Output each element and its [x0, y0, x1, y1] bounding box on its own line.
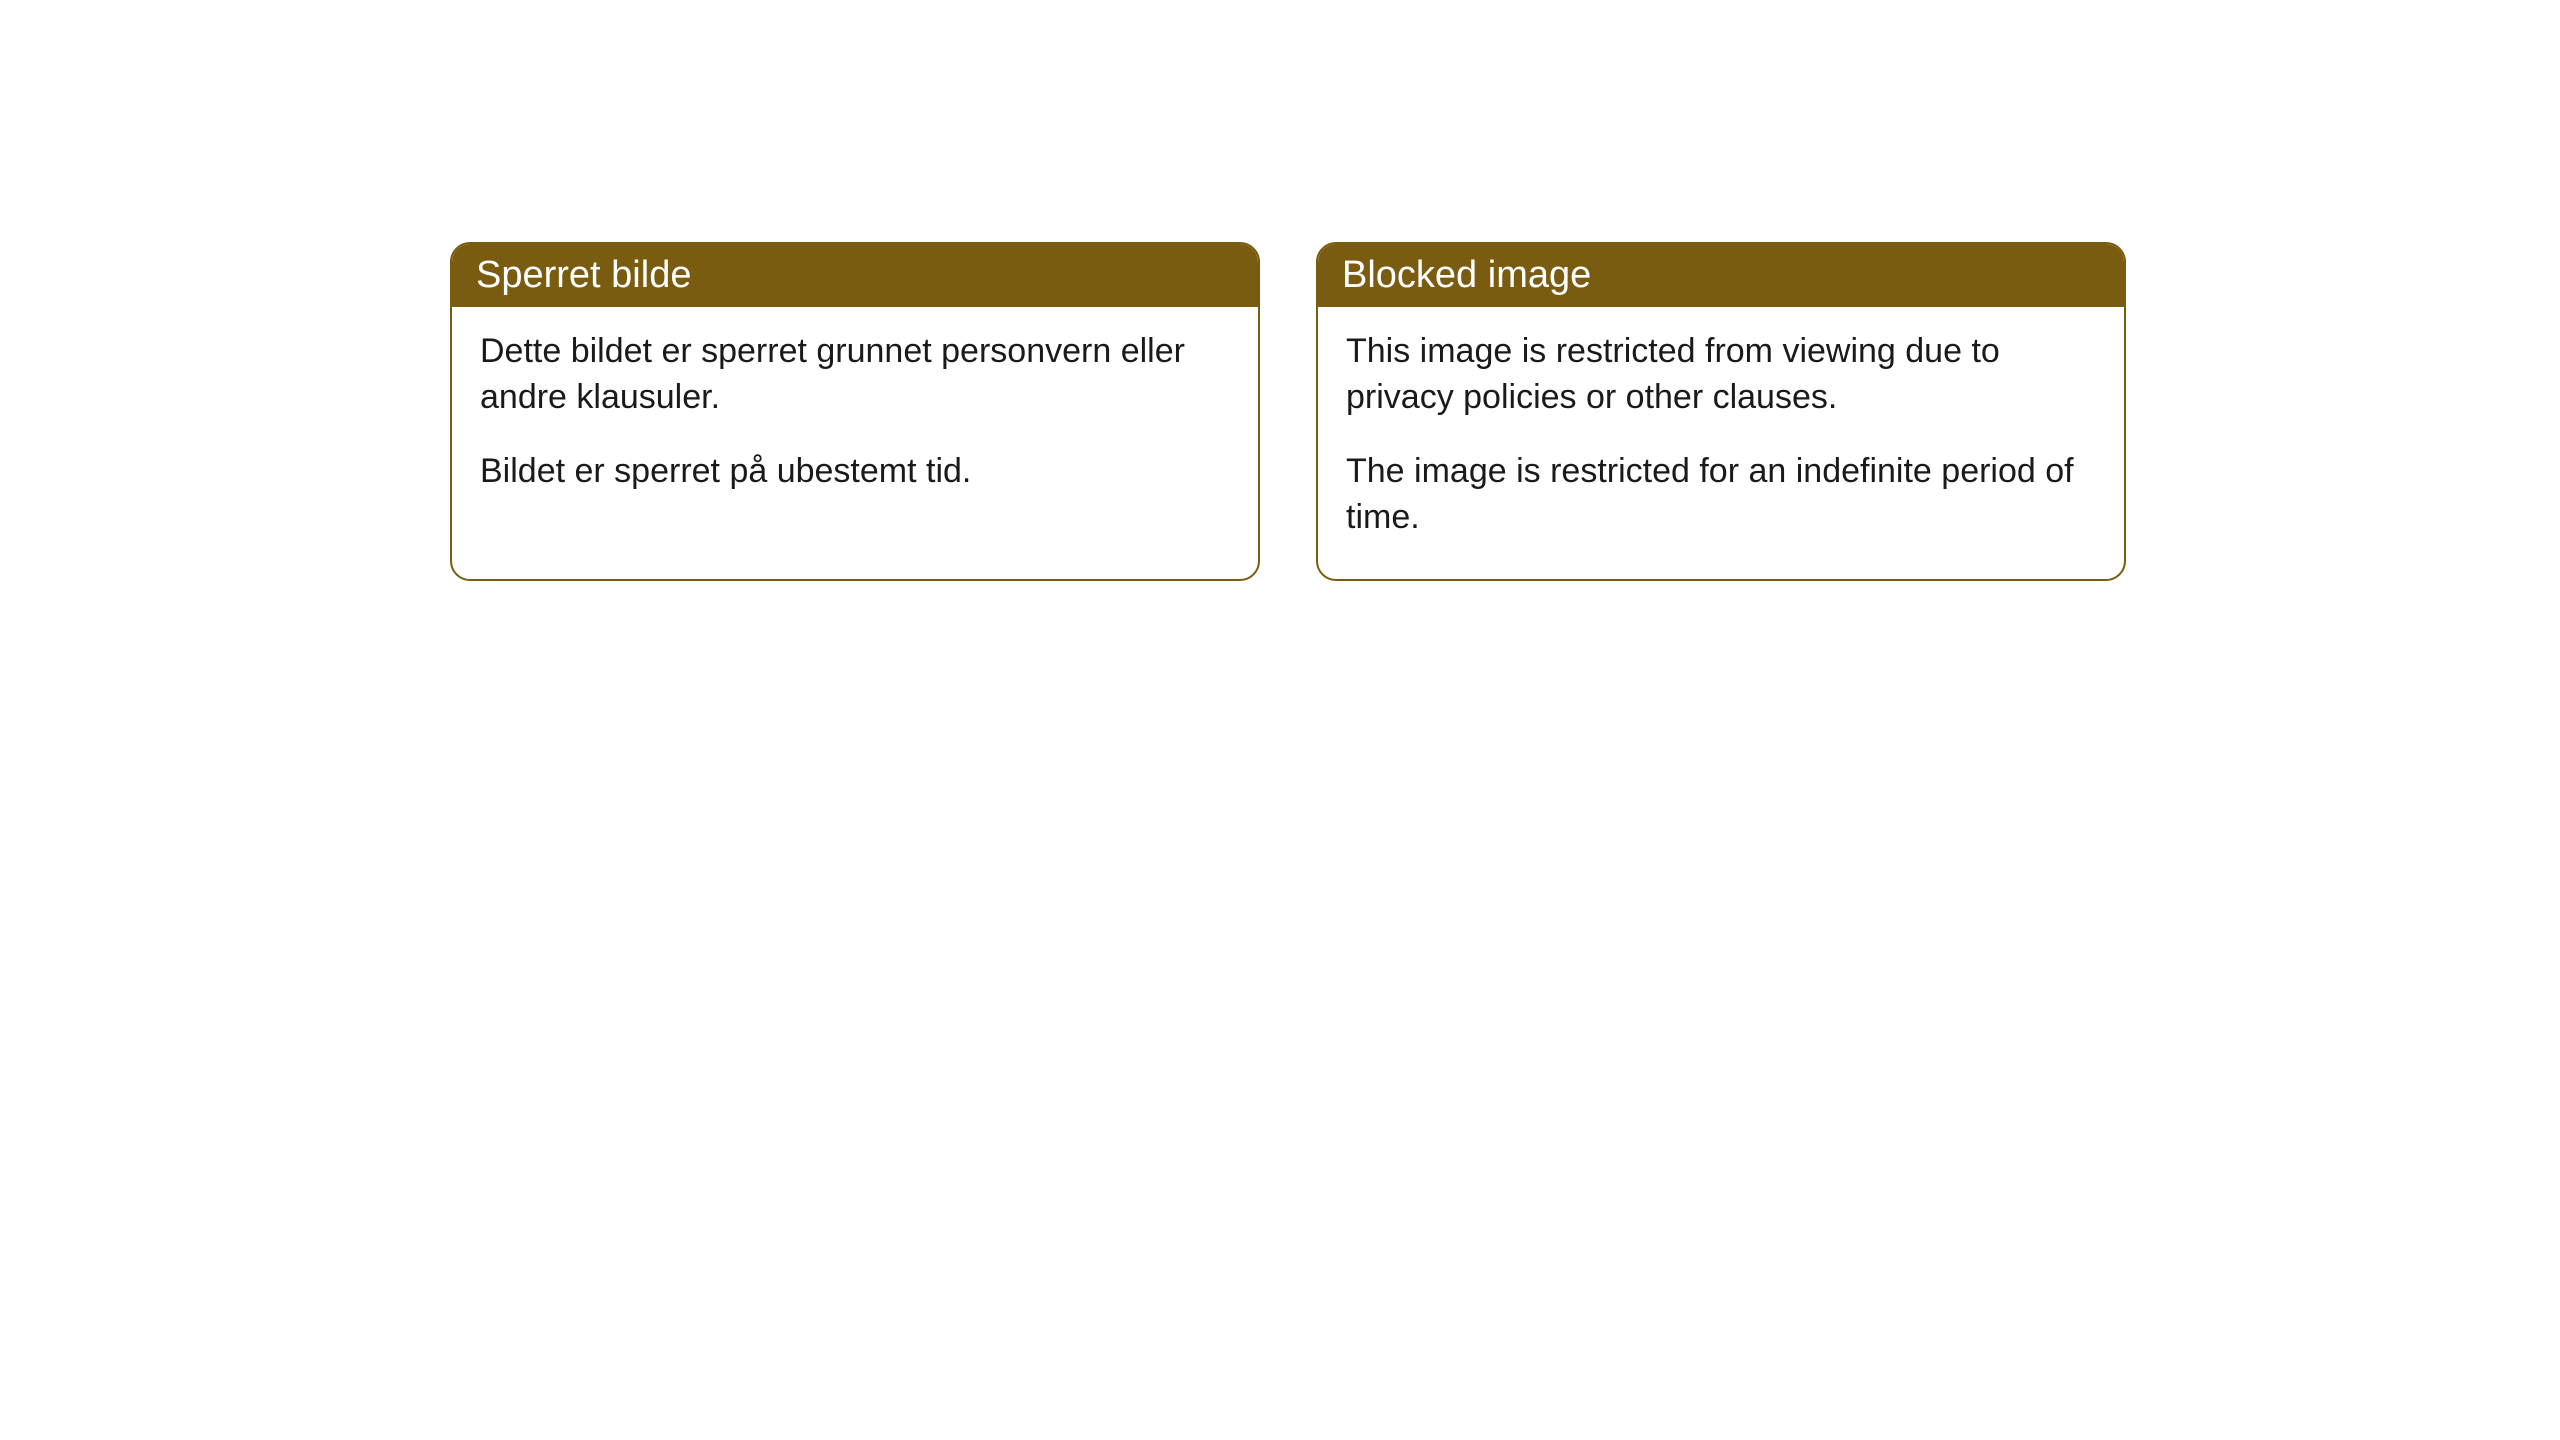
card-title-no: Sperret bilde — [476, 254, 691, 296]
card-header-no: Sperret bilde — [452, 244, 1258, 307]
card-paragraph2-no: Bildet er sperret på ubestemt tid. — [480, 449, 1230, 495]
blocked-image-card-en: Blocked image This image is restricted f… — [1316, 242, 2126, 581]
card-paragraph1-en: This image is restricted from viewing du… — [1346, 329, 2096, 421]
card-title-en: Blocked image — [1342, 254, 1591, 296]
card-body-no: Dette bildet er sperret grunnet personve… — [452, 307, 1258, 533]
card-body-en: This image is restricted from viewing du… — [1318, 307, 2124, 579]
cards-container: Sperret bilde Dette bildet er sperret gr… — [450, 242, 2126, 581]
card-paragraph1-no: Dette bildet er sperret grunnet personve… — [480, 329, 1230, 421]
card-paragraph2-en: The image is restricted for an indefinit… — [1346, 449, 2096, 541]
card-header-en: Blocked image — [1318, 244, 2124, 307]
blocked-image-card-no: Sperret bilde Dette bildet er sperret gr… — [450, 242, 1260, 581]
